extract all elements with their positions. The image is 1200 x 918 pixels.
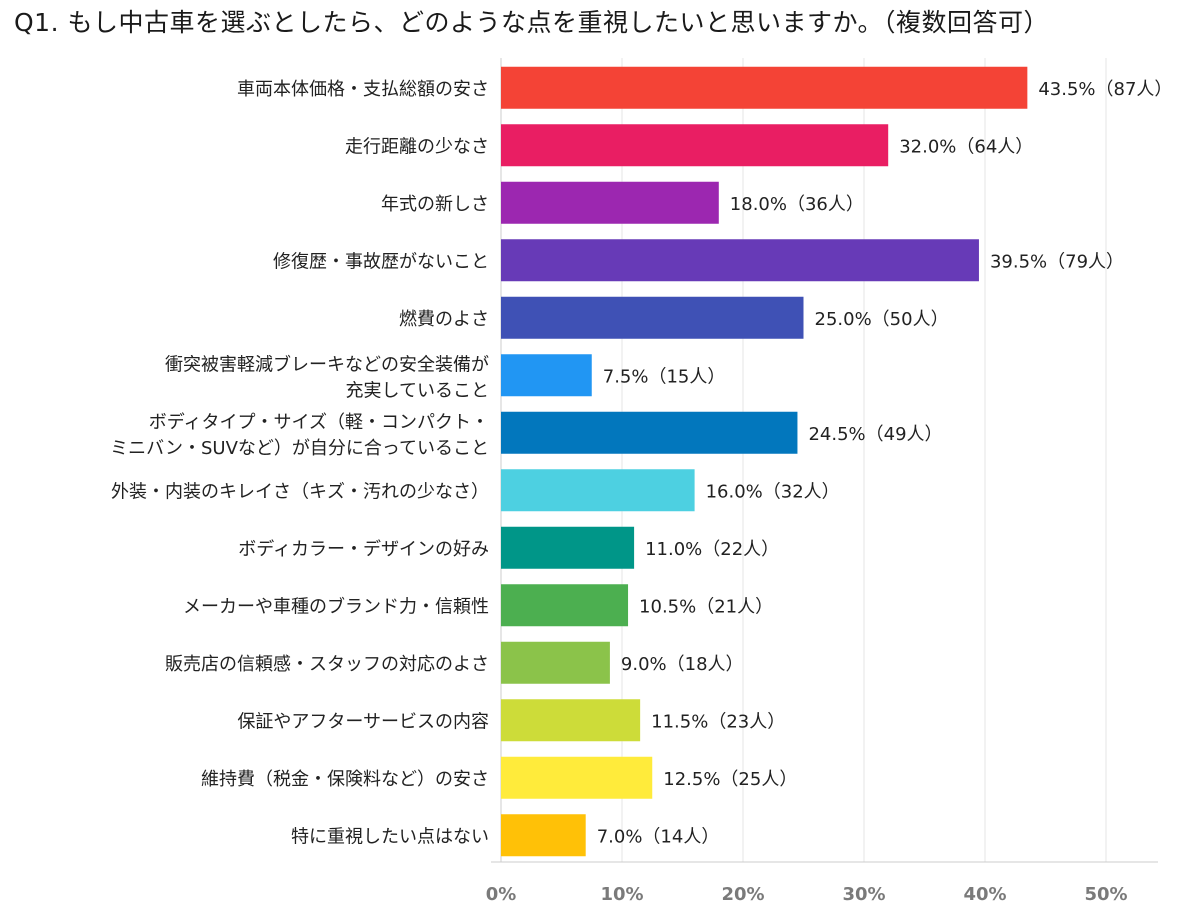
bar <box>501 526 635 569</box>
data-label: 11.0%（22人） <box>645 539 779 560</box>
data-label: 25.0%（50人） <box>815 309 949 330</box>
category-label: メーカーや車種のブランド力・信頼性 <box>183 595 489 617</box>
data-label: 7.0%（14人） <box>597 826 720 847</box>
bar <box>501 584 629 627</box>
data-label: 24.5%（49人） <box>808 424 942 445</box>
data-label: 43.5%（87人） <box>1038 79 1172 100</box>
category-label: 衝突被害軽減ブレーキなどの安全装備が <box>165 353 489 375</box>
x-tick-label: 50% <box>1084 884 1127 905</box>
data-labels: 43.5%（87人） 32.0%（64人） 18.0%（36人） 39.5%（79人）… <box>597 79 1173 848</box>
bar <box>501 354 592 397</box>
x-tick-label: 10% <box>600 884 643 905</box>
bar <box>501 124 889 167</box>
x-tick-label: 30% <box>842 884 885 905</box>
bar <box>501 181 719 224</box>
data-label: 10.5%（21人） <box>639 596 773 617</box>
bar <box>501 469 695 512</box>
x-tick-label: 0% <box>486 884 517 905</box>
data-label: 11.5%（23人） <box>651 711 785 732</box>
page-title: Q1. もし中古車を選ぶとしたら、どのような点を重視したいと思いますか。（複数回… <box>14 8 1049 37</box>
category-label: 維持費（税金・保険料など）の安さ <box>201 769 489 790</box>
data-label: 9.0%（18人） <box>621 654 744 675</box>
grid-lines <box>491 58 1158 863</box>
category-label: ミニバン・SUVなど）が自分に合っていること <box>110 438 489 459</box>
category-label: 走行距離の少なさ <box>345 136 489 157</box>
category-label: 車両本体価格・支払総額の安さ <box>237 79 489 100</box>
data-label: 7.5%（15人） <box>603 366 726 387</box>
category-labels: 車両本体価格・支払総額の安さ走行距離の少なさ年式の新しさ修復歴・事故歴がないこと… <box>110 79 489 848</box>
category-label: 外装・内装のキレイさ（キズ・汚れの少なさ） <box>111 481 489 502</box>
bar <box>501 756 653 799</box>
bar <box>501 814 586 857</box>
x-axis-ticks: 0% 10% 20% 30% 40% 50% <box>486 884 1128 905</box>
bars <box>501 66 1028 857</box>
category-label: ボディタイプ・サイズ（軽・コンパクト・ <box>149 412 489 433</box>
bar <box>501 641 610 684</box>
data-label: 18.0%（36人） <box>730 194 864 215</box>
bar <box>501 239 979 282</box>
category-label: 特に重視したい点はない <box>291 826 489 847</box>
data-label: 32.0%（64人） <box>899 136 1033 157</box>
bar <box>501 411 798 454</box>
category-label: 充実していること <box>346 380 489 401</box>
bar <box>501 296 804 339</box>
category-label: 燃費のよさ <box>399 309 489 330</box>
category-label: ボディカラー・デザインの好み <box>238 539 489 560</box>
x-tick-label: 20% <box>721 884 764 905</box>
x-tick-label: 40% <box>963 884 1006 905</box>
bar <box>501 699 641 742</box>
category-label: 販売店の信頼感・スタッフの対応のよさ <box>165 654 489 675</box>
category-label: 年式の新しさ <box>381 194 489 215</box>
category-label: 保証やアフターサービスの内容 <box>237 711 489 732</box>
bar <box>501 66 1028 109</box>
category-label: 修復歴・事故歴がないこと <box>273 251 489 272</box>
data-label: 12.5%（25人） <box>663 769 797 790</box>
data-label: 39.5%（79人） <box>990 251 1124 272</box>
data-label: 16.0%（32人） <box>706 481 840 502</box>
